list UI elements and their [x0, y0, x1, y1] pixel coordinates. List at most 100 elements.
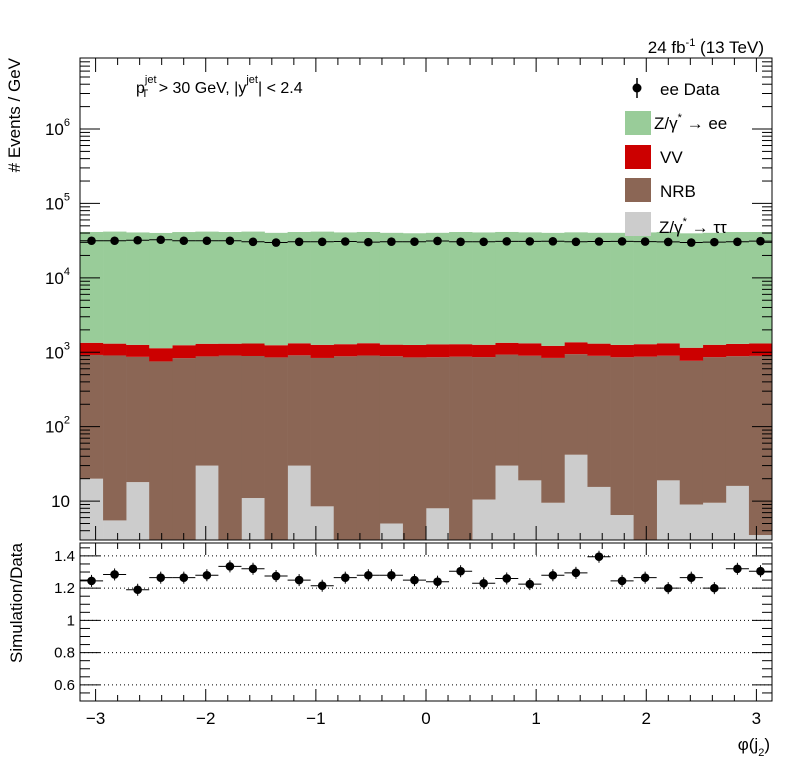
x-tick-label: 0	[421, 709, 430, 728]
bar-nrb	[472, 357, 496, 500]
bar-ztt	[495, 465, 519, 540]
bar-vv	[80, 342, 104, 355]
bar-zee	[287, 231, 311, 344]
data-point	[640, 237, 650, 246]
bar-nrb	[195, 356, 219, 466]
ratio-point	[456, 566, 465, 576]
bar-nrb	[264, 357, 288, 540]
bar-nrb	[587, 355, 611, 487]
legend-label-vv: VV	[660, 148, 683, 167]
bar-zee	[656, 231, 681, 344]
bar-zee	[426, 232, 450, 345]
legend-label-ztt: Z/γ* → ττ	[659, 216, 727, 237]
bar-ztt	[126, 482, 150, 540]
bar-nrb	[426, 357, 450, 509]
bar-nrb	[241, 355, 265, 499]
bar-zee	[172, 232, 196, 346]
bar-vv	[472, 344, 496, 358]
data-point	[248, 237, 258, 247]
bar-zee	[541, 232, 565, 346]
bar-vv	[287, 343, 311, 356]
data-point	[456, 237, 465, 247]
bar-ztt	[587, 486, 611, 540]
bar-zee	[564, 232, 588, 343]
bar-ztt	[80, 478, 104, 540]
legend-swatch-nrb	[625, 178, 651, 202]
bar-ztt	[679, 504, 704, 540]
x-tick-label: −1	[306, 709, 325, 728]
bar-nrb	[633, 356, 657, 540]
legend-swatch-zee	[625, 111, 651, 135]
x-tick-labels: −3 −2 −1 0 1 2 3	[86, 709, 761, 728]
bar-nrb	[218, 355, 242, 540]
bar-nrb	[702, 357, 727, 503]
bar-zee	[356, 231, 381, 344]
x-tick-label: −2	[196, 709, 215, 728]
stacked-histogram	[80, 231, 773, 540]
data-point	[594, 237, 604, 246]
bar-nrb	[656, 355, 681, 481]
bar-zee	[195, 231, 219, 344]
ratio-y-tick-label: 1.4	[54, 548, 75, 565]
bar-zee	[264, 232, 288, 346]
bar-ztt	[702, 502, 727, 540]
bar-vv	[495, 342, 519, 355]
bar-vv	[610, 344, 634, 358]
bar-vv	[379, 344, 404, 357]
y-tick-label: 106	[45, 117, 70, 139]
bar-zee	[310, 231, 335, 345]
data-point	[686, 238, 696, 247]
ratio-point	[686, 573, 696, 582]
bar-nrb	[103, 355, 127, 521]
bar-vv	[426, 344, 450, 358]
bar-ztt	[541, 502, 565, 540]
bar-vv	[541, 345, 565, 358]
legend-label-zee: Z/γ* → ee	[654, 112, 727, 133]
bar-zee	[679, 233, 704, 348]
data-point	[410, 237, 419, 246]
ratio-point	[340, 573, 350, 582]
bar-vv	[149, 348, 173, 362]
ratio-points	[80, 550, 772, 596]
bar-zee	[587, 232, 611, 344]
ratio-point	[110, 570, 119, 579]
ratio-point	[248, 564, 258, 574]
ratio-gridlines	[80, 555, 772, 686]
ratio-point	[433, 577, 442, 586]
bar-ztt	[426, 508, 450, 540]
bar-ztt	[725, 485, 750, 540]
ratio-point	[710, 583, 719, 593]
data-point	[433, 236, 442, 246]
legend-swatch-vv	[625, 145, 651, 169]
bar-zee	[449, 232, 473, 345]
bar-nrb	[402, 357, 427, 540]
ratio-point	[202, 570, 212, 580]
bar-ztt	[195, 465, 219, 540]
bar-nrb	[449, 356, 473, 540]
bar-vv	[333, 344, 358, 357]
bar-ztt	[610, 515, 634, 540]
ratio-point	[479, 579, 488, 588]
legend-label-data: ee Data	[660, 80, 720, 99]
data-point	[110, 236, 119, 246]
legend-swatch-ztt	[625, 212, 651, 236]
ratio-point	[733, 564, 742, 574]
bar-zee	[518, 232, 542, 344]
bar-vv	[264, 345, 288, 358]
ratio-point	[594, 552, 604, 561]
ratio-point	[756, 566, 765, 576]
bar-vv	[195, 343, 219, 357]
bar-nrb	[333, 356, 358, 540]
bar-zee	[472, 232, 496, 345]
ratio-y-tick-label: 0.6	[54, 677, 75, 694]
bar-nrb	[310, 357, 335, 507]
bar-vv	[402, 344, 427, 358]
bar-nrb	[564, 354, 588, 455]
bar-nrb	[495, 354, 519, 466]
bar-vv	[564, 342, 588, 355]
y-tick-label: 104	[45, 266, 70, 288]
legend-item-nrb: NRB	[625, 178, 696, 202]
data-point	[663, 237, 673, 247]
bar-ztt	[103, 520, 127, 540]
